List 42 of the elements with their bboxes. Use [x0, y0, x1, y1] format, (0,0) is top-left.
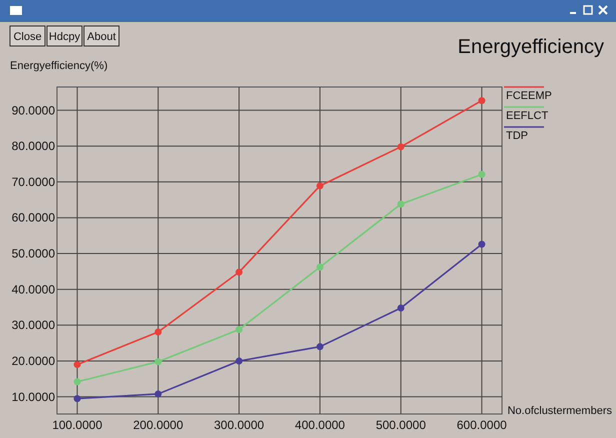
point: [154, 390, 162, 398]
point: [316, 343, 324, 350]
x-tick-label: 300.0000: [214, 418, 264, 432]
point: [74, 395, 81, 402]
point: [236, 268, 243, 276]
point: [74, 378, 81, 386]
y-axis-title: Energyefficiency(%): [10, 60, 108, 72]
y-tick-label: 60.0000: [12, 210, 56, 225]
y-tick-label: 30.0000: [12, 318, 56, 332]
x-tick-label: 400.0000: [294, 418, 346, 432]
point: [236, 326, 243, 333]
x-axis-title: No.ofclustermembers: [507, 405, 612, 417]
y-tick-label: 20.0000: [12, 354, 56, 368]
y-tick-label: 90.0000: [12, 103, 56, 118]
point: [478, 170, 486, 178]
point: [154, 328, 162, 336]
point: [236, 357, 243, 364]
point: [154, 358, 162, 366]
y-tick-label: 80.0000: [12, 139, 56, 154]
x-tick-label: 600.0000: [456, 418, 508, 432]
legend-label: TDP: [506, 130, 528, 142]
point: [478, 240, 486, 248]
y-tick-label: 10.0000: [12, 390, 56, 404]
point: [397, 143, 404, 150]
y-tick-label: 40.0000: [12, 282, 56, 296]
point: [316, 264, 324, 271]
chart-title: Energyefficiency: [458, 36, 604, 58]
text: Hdcpy: [48, 31, 81, 43]
point: [74, 361, 81, 368]
point: [397, 200, 404, 208]
legend-label: EEFLCT: [506, 110, 548, 122]
text: Close: [13, 31, 42, 43]
x-tick-label: 100.0000: [52, 418, 103, 432]
point: [397, 304, 404, 312]
y-tick-label: 50.0000: [12, 246, 56, 261]
x-tick-label: 200.0000: [133, 418, 184, 432]
text: About: [87, 31, 116, 43]
y-tick-label: 70.0000: [12, 174, 56, 189]
x-tick-label: 500.0000: [376, 418, 426, 432]
legend-label: FCEEMP: [506, 90, 552, 102]
point: [478, 97, 486, 104]
point: [316, 182, 324, 190]
